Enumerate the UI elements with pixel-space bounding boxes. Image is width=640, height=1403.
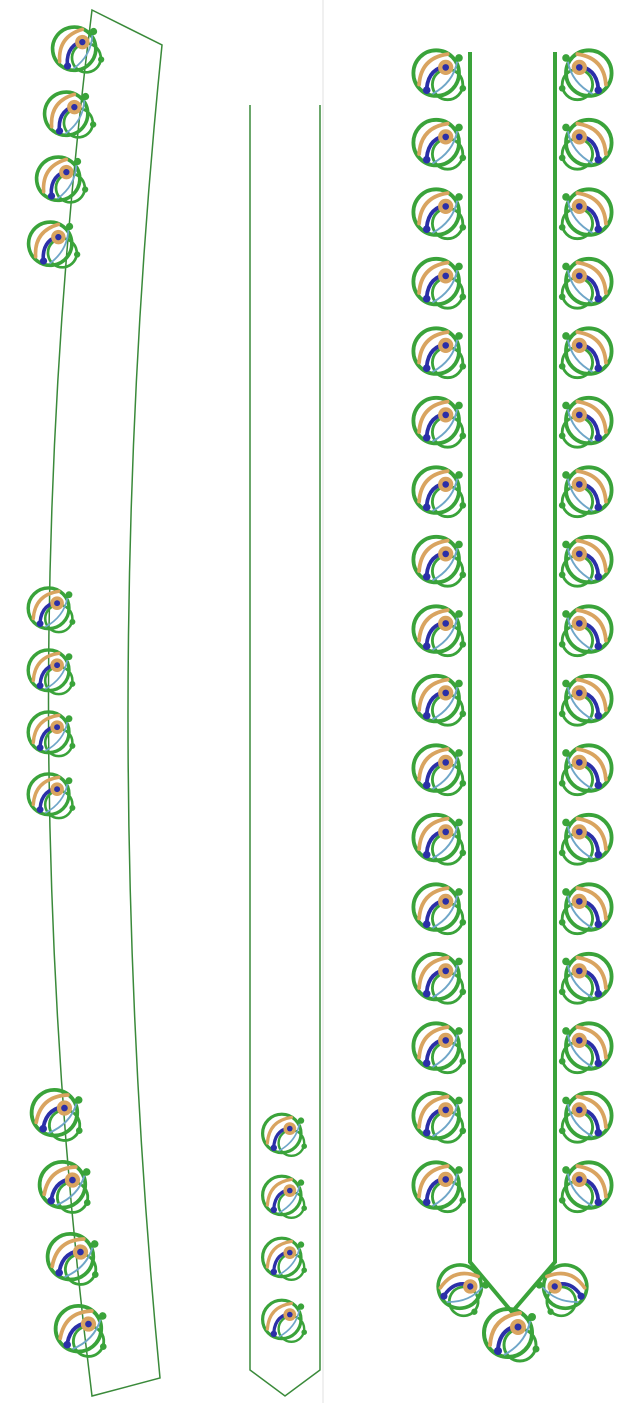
embroidery-motif [556, 117, 614, 172]
embroidery-motif [261, 1174, 309, 1220]
embroidery-motif [556, 48, 614, 102]
embroidery-motif [261, 1298, 309, 1344]
embroidery-motif [26, 648, 78, 696]
embroidery-motif [411, 256, 469, 311]
embroidery-motif [26, 586, 78, 634]
embroidery-motif [556, 743, 614, 797]
embroidery-motif [51, 1301, 113, 1361]
embroidery-motif [411, 951, 469, 1006]
embroidery-motif [411, 743, 469, 797]
embroidery-motif [43, 1229, 105, 1289]
panel-outline [47, 8, 163, 1397]
embroidery-motif [411, 604, 469, 658]
embroidery-motif [556, 534, 614, 589]
embroidery-motif [556, 256, 614, 311]
embroidery-motif [426, 1255, 497, 1325]
embroidery-motif [411, 48, 469, 102]
embroidery-motif [556, 1090, 614, 1145]
embroidery-motif [556, 1021, 614, 1075]
embroidery-motif [411, 395, 469, 450]
embroidery-motif [47, 21, 108, 79]
embroidery-motif [556, 187, 614, 241]
embroidery-motif [556, 1160, 614, 1214]
embroidery-motif [411, 1090, 469, 1145]
embroidery-motif [556, 395, 614, 450]
embroidery-motif [556, 812, 614, 867]
embroidery-motif [411, 673, 469, 728]
straight-placket-panel [249, 105, 321, 1397]
embroidery-motif [26, 710, 78, 758]
embroidery-motif [556, 673, 614, 728]
embroidery-motif [39, 86, 100, 144]
embroidery-motif [411, 1160, 469, 1214]
panel-outline [249, 105, 321, 1397]
embroidery-motif [35, 1157, 97, 1217]
embroidery-motif [482, 1307, 542, 1363]
embroidery-motif [411, 326, 469, 380]
embroidery-motif [23, 216, 84, 274]
embroidery-motif [556, 604, 614, 658]
embroidery-motif [556, 326, 614, 380]
neckline-inner-edge [468, 52, 557, 1316]
embroidery-motif [411, 812, 469, 867]
embroidery-motif [411, 882, 469, 936]
curved-sleeve-panel [23, 8, 163, 1397]
embroidery-motif [556, 951, 614, 1006]
embroidery-motif [528, 1255, 599, 1325]
embroidery-motif [26, 772, 78, 820]
embroidery-motif [411, 465, 469, 519]
embroidery-motif [27, 1085, 89, 1145]
neckline-panel [411, 48, 614, 1363]
embroidery-motif [261, 1112, 309, 1158]
embroidery-motif [411, 187, 469, 241]
embroidery-motif [31, 151, 92, 209]
embroidery-motif [411, 534, 469, 589]
embroidery-motif [556, 882, 614, 936]
embroidery-motif [411, 1021, 469, 1075]
embroidery-motif [556, 465, 614, 519]
embroidery-motif [261, 1236, 309, 1282]
embroidery-motif [411, 117, 469, 172]
